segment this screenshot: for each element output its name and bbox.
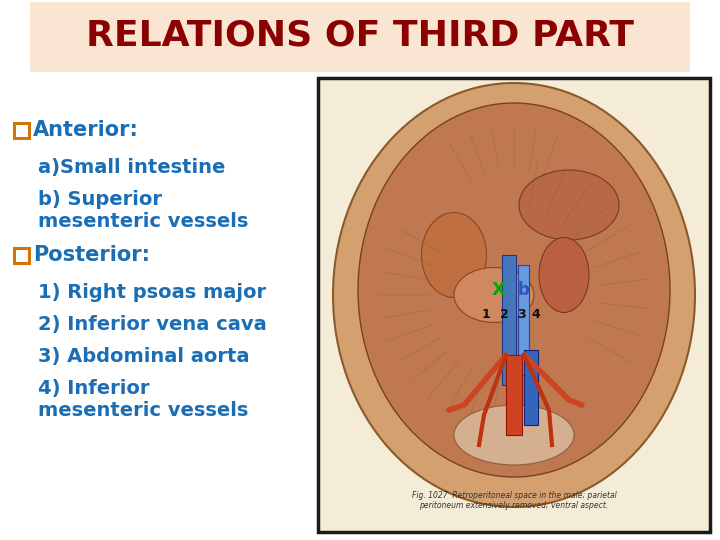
FancyBboxPatch shape — [318, 78, 710, 532]
Text: 3) Abdominal aorta: 3) Abdominal aorta — [38, 347, 250, 366]
Ellipse shape — [421, 213, 487, 298]
Text: b) Superior
mesenteric vessels: b) Superior mesenteric vessels — [38, 190, 248, 231]
Text: b: b — [518, 281, 530, 299]
Text: RELATIONS OF THIRD PART: RELATIONS OF THIRD PART — [86, 19, 634, 53]
Text: 2) Inferior vena cava: 2) Inferior vena cava — [38, 315, 266, 334]
Text: 3: 3 — [518, 308, 526, 321]
Ellipse shape — [519, 170, 619, 240]
Text: Posterior:: Posterior: — [33, 245, 150, 265]
Ellipse shape — [333, 83, 695, 507]
FancyBboxPatch shape — [14, 123, 29, 138]
Ellipse shape — [454, 267, 534, 322]
Ellipse shape — [539, 238, 589, 313]
Ellipse shape — [502, 285, 526, 315]
Text: 4) Inferior
mesenteric vessels: 4) Inferior mesenteric vessels — [38, 379, 248, 420]
Text: a)Small intestine: a)Small intestine — [38, 158, 225, 177]
Text: 1) Right psoas major: 1) Right psoas major — [38, 283, 266, 302]
FancyBboxPatch shape — [502, 255, 516, 385]
FancyBboxPatch shape — [506, 355, 522, 435]
Text: 1: 1 — [482, 308, 490, 321]
Text: 4: 4 — [531, 308, 541, 321]
Text: X: X — [492, 281, 506, 299]
Ellipse shape — [454, 405, 574, 465]
FancyBboxPatch shape — [30, 2, 690, 72]
Text: Anterior:: Anterior: — [33, 120, 139, 140]
FancyBboxPatch shape — [14, 248, 29, 263]
FancyBboxPatch shape — [518, 265, 529, 375]
Ellipse shape — [358, 103, 670, 477]
FancyBboxPatch shape — [524, 350, 538, 425]
Text: Fig. 1027  Retroperitoneal space in the male; parietal
peritoneum extensively re: Fig. 1027 Retroperitoneal space in the m… — [412, 491, 616, 510]
Text: 2: 2 — [500, 308, 508, 321]
